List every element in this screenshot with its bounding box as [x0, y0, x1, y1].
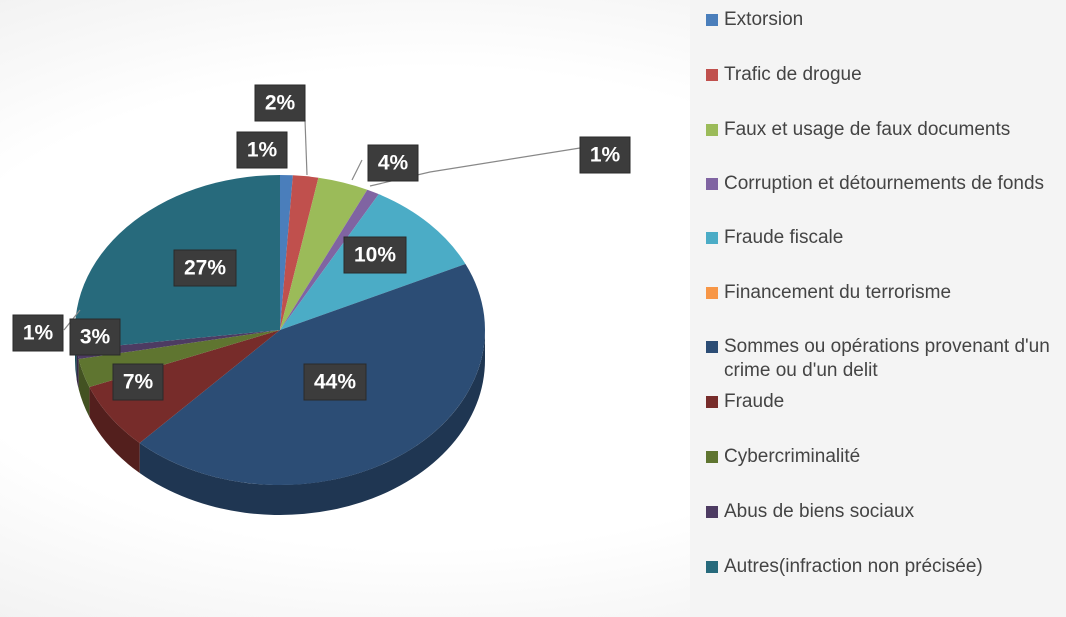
pie-slice-side	[76, 349, 79, 390]
legend-label: Fraude	[724, 391, 785, 412]
legend-swatch	[706, 124, 718, 136]
value-label-box	[254, 84, 306, 122]
legend-label: Sommes ou opérations provenant d'un crim…	[724, 336, 1050, 381]
legend-item: Corruption et détournements de fonds	[706, 172, 1066, 196]
legend-item: Fraude fiscale	[706, 226, 1066, 250]
value-label: 44%	[314, 371, 356, 394]
pie-slice-side	[139, 330, 485, 515]
value-label-box	[303, 363, 367, 401]
legend-item: Sommes ou opérations provenant d'un crim…	[706, 335, 1066, 383]
value-label-box	[173, 249, 237, 287]
pie-slice	[280, 189, 379, 330]
legend-label: Cybercriminalité	[724, 446, 861, 467]
value-label: 3%	[80, 326, 111, 349]
legend-label: Autres(infraction non précisée)	[724, 556, 983, 577]
legend-swatch	[706, 451, 718, 463]
legend-label: Trafic de drogue	[724, 64, 862, 85]
value-label-box	[343, 236, 407, 274]
legend-item: Abus de biens sociaux	[706, 500, 1066, 524]
legend-label: Abus de biens sociaux	[724, 501, 915, 522]
legend-item: Faux et usage de faux documents	[706, 118, 1066, 142]
pie-slice-side	[89, 387, 140, 473]
legend-swatch	[706, 561, 718, 573]
value-label-box	[367, 144, 419, 182]
legend-label: Corruption et détournements de fonds	[724, 173, 1045, 194]
value-label: 10%	[354, 244, 396, 267]
legend: Extorsion Trafic de drogue Faux et usage d…	[690, 0, 1066, 617]
pie-slice	[280, 177, 368, 330]
value-label: 2%	[265, 92, 296, 115]
legend-item: Trafic de drogue	[706, 63, 1066, 87]
value-label-box	[236, 131, 288, 169]
pie-slice	[89, 330, 281, 443]
value-label-box	[12, 314, 64, 352]
legend-swatch	[706, 287, 718, 299]
value-label: 7%	[123, 371, 154, 394]
legend-item: Financement du terrorisme	[706, 281, 1066, 305]
pie-slice	[280, 175, 319, 330]
value-label-box	[579, 136, 631, 174]
pie-area: 1% 2% 4% 1% 10% 44% 7% 3% 1% 27%	[12, 84, 631, 515]
legend-item: Autres(infraction non précisée)	[706, 555, 1066, 579]
legend-label: Financement du terrorisme	[724, 282, 952, 303]
value-label-box	[112, 363, 164, 401]
pie-slice-side	[78, 359, 90, 418]
legend-label: Fraude fiscale	[724, 227, 844, 248]
value-label: 1%	[247, 139, 278, 162]
leader-line	[304, 119, 308, 176]
legend-swatch	[706, 506, 718, 518]
legend-swatch	[706, 69, 718, 81]
legend-swatch	[706, 396, 718, 408]
legend-swatch	[706, 14, 718, 26]
legend-swatch	[706, 232, 718, 244]
pie-slice	[280, 175, 293, 330]
value-label: 1%	[590, 144, 621, 167]
value-label: 27%	[184, 257, 226, 280]
legend-swatch	[706, 178, 718, 190]
legend-item: Fraude	[706, 390, 1066, 414]
legend-label: Faux et usage de faux documents	[724, 119, 1011, 140]
legend-swatch	[706, 341, 718, 353]
pie-slice	[76, 330, 280, 360]
value-label-box	[69, 318, 121, 356]
legend-label: Extorsion	[724, 9, 804, 30]
legend-item: Cybercriminalité	[706, 445, 1066, 469]
value-label: 1%	[23, 322, 54, 345]
value-label: 4%	[378, 152, 409, 175]
leader-line	[351, 159, 363, 181]
legend-item: Extorsion	[706, 8, 1066, 32]
